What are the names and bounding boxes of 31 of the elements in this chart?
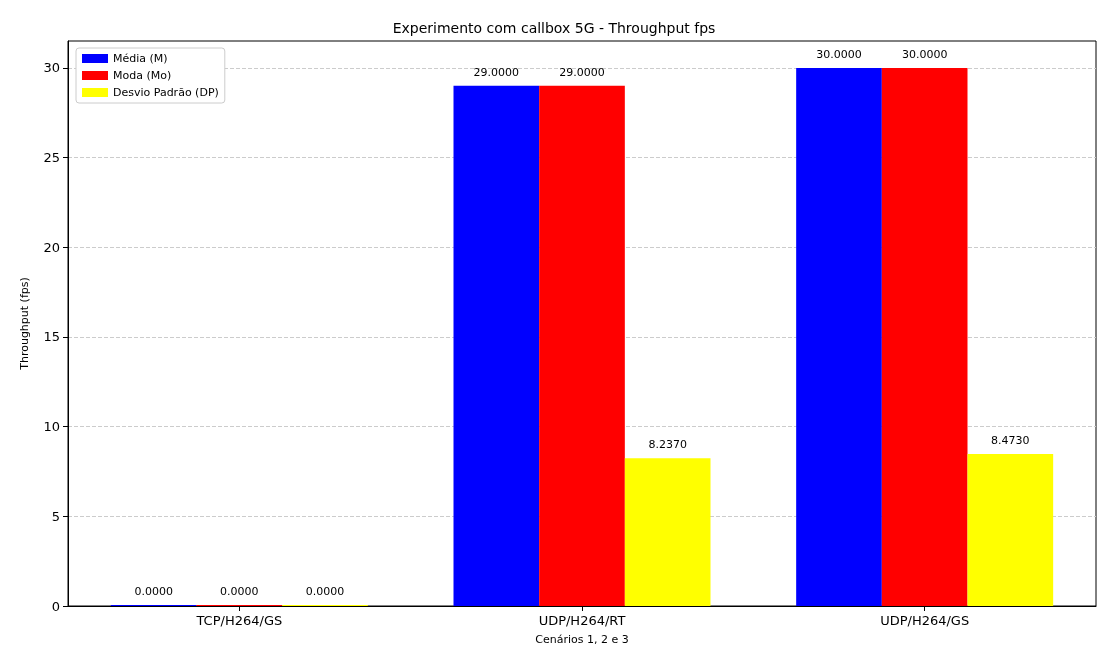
x-tick-label: UDP/H264/RT (538, 613, 626, 628)
y-tick-label: 5 (51, 508, 60, 524)
y-tick-label: 25 (43, 150, 60, 166)
y-axis-title: Throughput (fps) (18, 277, 31, 371)
bar (539, 85, 625, 606)
x-axis-title: Cenários 1, 2 e 3 (535, 633, 629, 646)
data-label: 0.0000 (305, 585, 345, 598)
bar (796, 67, 882, 606)
legend-label: Média (M) (113, 52, 168, 65)
bar (881, 67, 968, 606)
data-label: 0.0000 (134, 585, 173, 598)
data-label: 29.0000 (559, 65, 605, 79)
y-tick-label: 10 (43, 419, 60, 435)
legend-label: Desvio Padrão (DP) (113, 86, 219, 99)
y-tick-label: 15 (43, 329, 60, 345)
bar (967, 454, 1054, 606)
bar (453, 85, 540, 606)
data-label: 29.0000 (473, 65, 520, 79)
data-label: 30.0000 (816, 47, 862, 61)
x-tick-label: TCP/H264/GS (195, 613, 283, 628)
data-label: 8.2370 (648, 438, 687, 452)
legend-label: Moda (Mo) (113, 69, 172, 82)
x-tick-label: UDP/H264/GS (880, 613, 970, 628)
y-tick-label: 30 (43, 60, 60, 76)
data-label: 8.4730 (991, 434, 1030, 448)
y-tick-label: 0 (51, 598, 60, 614)
data-label: 30.0000 (901, 47, 948, 61)
data-label: 0.0000 (220, 585, 259, 598)
y-tick-label: 20 (43, 239, 60, 255)
bar (624, 458, 711, 606)
chart-title: Experimento com callbox 5G - Throughput fps (392, 20, 716, 36)
